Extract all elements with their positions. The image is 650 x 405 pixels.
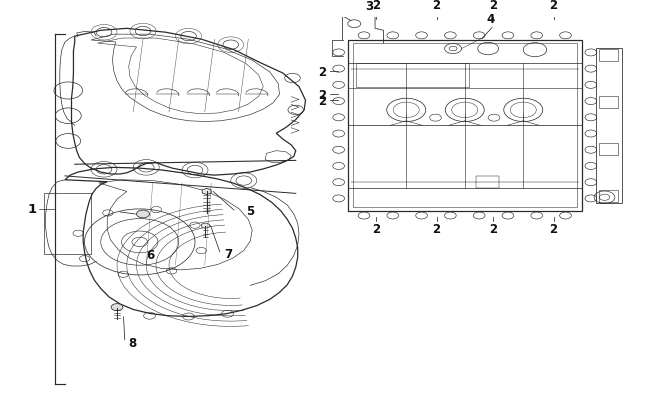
- Text: 2: 2: [318, 94, 326, 107]
- Text: 2: 2: [489, 223, 497, 236]
- Bar: [596, 49, 622, 204]
- Text: 8: 8: [128, 337, 136, 350]
- Bar: [599, 191, 618, 202]
- Text: 2: 2: [372, 0, 380, 12]
- Text: 2: 2: [550, 223, 558, 236]
- Bar: [348, 41, 582, 211]
- Text: 2: 2: [433, 0, 441, 12]
- Text: 2: 2: [550, 0, 558, 12]
- Bar: [353, 44, 577, 207]
- Text: 2: 2: [433, 223, 441, 236]
- Circle shape: [111, 304, 123, 311]
- Text: 3: 3: [365, 0, 373, 13]
- Text: 7: 7: [224, 247, 232, 260]
- Bar: [599, 144, 618, 156]
- Text: 2: 2: [372, 223, 380, 236]
- Text: 2: 2: [318, 89, 326, 102]
- Text: 6: 6: [146, 248, 155, 261]
- Text: 4: 4: [487, 13, 495, 26]
- Bar: [599, 50, 618, 62]
- Text: 2: 2: [489, 0, 497, 12]
- Text: 2: 2: [318, 65, 326, 78]
- Polygon shape: [202, 189, 211, 195]
- Text: 1: 1: [28, 203, 37, 216]
- Bar: [44, 194, 91, 254]
- Bar: [476, 177, 499, 188]
- Circle shape: [136, 211, 150, 218]
- Bar: [356, 64, 469, 87]
- Bar: [599, 97, 618, 109]
- Text: 5: 5: [246, 205, 254, 218]
- Polygon shape: [202, 223, 209, 229]
